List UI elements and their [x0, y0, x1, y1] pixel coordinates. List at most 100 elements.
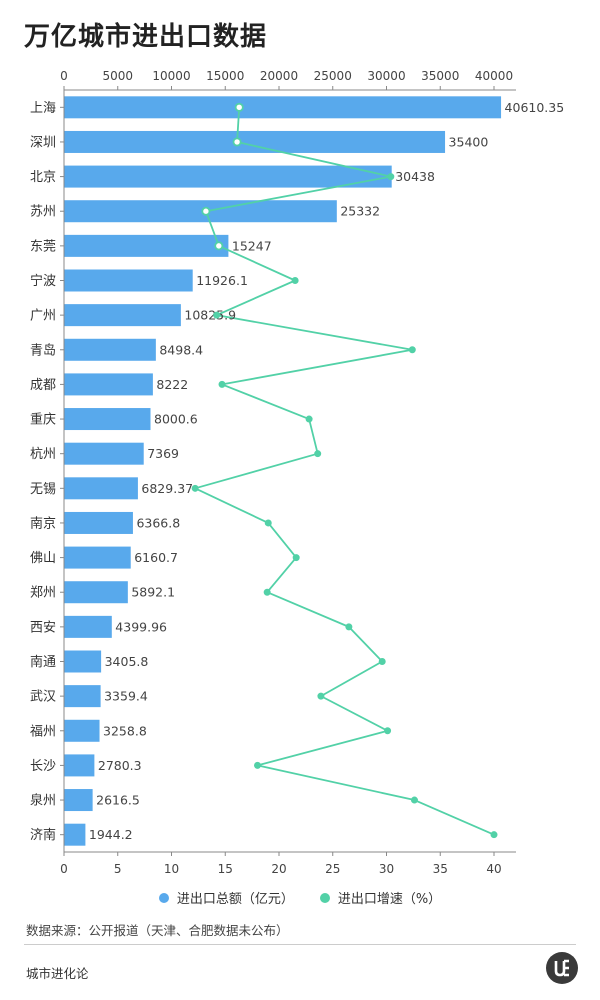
- growth-point: [291, 277, 299, 284]
- legend-line-label: 进出口增速（%）: [337, 892, 442, 907]
- bar-value-label: 8000.6: [154, 412, 198, 427]
- bar-value-label: 8222: [156, 377, 188, 392]
- bar-value-label: 8498.4: [159, 342, 203, 357]
- growth-point: [490, 831, 498, 839]
- bar: [64, 823, 86, 846]
- category-label: 济南: [30, 827, 56, 843]
- category-label: 重庆: [30, 412, 56, 428]
- bar: [64, 304, 181, 327]
- growth-point: [408, 346, 416, 354]
- top-axis-tick-label: 40000: [475, 69, 513, 83]
- category-label: 佛山: [30, 551, 56, 566]
- brand-name: 城市进化论: [26, 966, 89, 981]
- bar-value-label: 5892.1: [131, 585, 175, 600]
- growth-point: [213, 311, 221, 319]
- source-note: 数据来源：公开报道（天津、合肥数据未公布）: [26, 923, 289, 938]
- top-axis-tick-label: 30000: [367, 69, 405, 83]
- bar-value-label: 30438: [395, 169, 435, 184]
- bar: [64, 511, 133, 534]
- bar-value-label: 10825.9: [184, 308, 236, 323]
- bottom-axis-tick-label: 10: [164, 862, 179, 876]
- top-axis-tick-label: 15000: [206, 69, 244, 83]
- category-label: 青岛: [30, 342, 56, 358]
- bar-value-label: 25332: [340, 204, 380, 219]
- bar-value-label: 1944.2: [89, 827, 133, 842]
- bar-value-label: 3258.8: [103, 723, 147, 738]
- top-axis-tick-label: 35000: [421, 69, 459, 83]
- bar-value-label: 35400: [449, 134, 489, 149]
- legend-item-bar[interactable]: 进出口总额（亿元）: [158, 888, 294, 907]
- bottom-axis-tick-label: 25: [325, 862, 340, 876]
- bar-value-label: 4399.96: [115, 619, 167, 634]
- growth-point: [317, 692, 325, 700]
- growth-point: [387, 173, 395, 181]
- bar: [64, 581, 128, 604]
- bar: [64, 477, 138, 500]
- growth-point: [292, 554, 300, 562]
- bar-value-label: 6829.37: [141, 481, 193, 496]
- growth-point: [345, 623, 353, 631]
- category-label: 无锡: [30, 482, 56, 497]
- bar: [64, 338, 156, 361]
- bar: [64, 719, 100, 742]
- category-label: 郑州: [30, 586, 56, 601]
- bar-value-label: 3359.4: [104, 689, 148, 704]
- bar: [64, 234, 229, 257]
- category-label: 西安: [30, 620, 56, 635]
- growth-point: [214, 241, 224, 251]
- category-label: 南京: [30, 515, 56, 531]
- category-label: 广州: [30, 309, 56, 324]
- legend-item-line[interactable]: 进出口增速（%）: [319, 888, 442, 907]
- top-axis-tick-label: 10000: [152, 69, 190, 83]
- combo-chart: 0 5000 10000 15000 20000 25000 30000 35000 40000…: [30, 69, 565, 876]
- bottom-axis-tick-label: 35: [433, 862, 448, 876]
- growth-point: [234, 102, 244, 112]
- bar: [64, 130, 446, 153]
- category-label: 泉州: [30, 793, 56, 809]
- bar: [64, 754, 95, 777]
- top-axis-tick-label: 0: [60, 69, 68, 83]
- bottom-axis-tick-label: 0: [60, 862, 68, 876]
- bar: [64, 615, 112, 638]
- bar: [64, 269, 193, 292]
- bar: [64, 200, 337, 223]
- bottom-axis-tick-label: 40: [486, 862, 501, 876]
- growth-point: [314, 450, 322, 458]
- bar-value-label: 6160.7: [134, 550, 178, 565]
- growth-point: [218, 380, 226, 388]
- bottom-axis-tick-label: 5: [114, 862, 122, 876]
- brand-logo-icon: [546, 952, 578, 984]
- legend-bar-label: 进出口总额（亿元）: [176, 892, 294, 907]
- bar: [64, 650, 102, 673]
- bar-value-label: 3405.8: [105, 654, 149, 669]
- growth-point: [201, 206, 211, 216]
- bottom-axis-tick-label: 30: [379, 862, 394, 876]
- category-label: 深圳: [30, 135, 56, 150]
- category-label: 武汉: [30, 690, 56, 705]
- bar: [64, 789, 93, 812]
- growth-point: [263, 588, 271, 596]
- category-label: 上海: [30, 101, 56, 116]
- legend-line-swatch: [319, 892, 330, 903]
- growth-point: [254, 761, 261, 769]
- bar: [64, 546, 131, 569]
- bar: [64, 373, 153, 396]
- footer-divider: [24, 944, 576, 945]
- category-label: 成都: [30, 378, 56, 393]
- category-label: 杭州: [30, 447, 56, 462]
- bar-value-label: 40610.35: [505, 100, 565, 115]
- growth-point: [410, 796, 418, 804]
- bar-value-label: 11926.1: [196, 273, 248, 288]
- bar: [64, 165, 392, 188]
- category-label: 苏州: [30, 204, 56, 220]
- bar-value-label: 15247: [232, 238, 272, 253]
- growth-point: [191, 484, 199, 492]
- category-label: 南通: [30, 654, 56, 670]
- category-label: 东莞: [30, 239, 56, 254]
- growth-point: [305, 415, 313, 423]
- bottom-axis-tick-label: 15: [218, 862, 233, 876]
- bar-value-label: 6366.8: [136, 515, 180, 530]
- bar-value-label: 7369: [147, 446, 179, 461]
- bar-value-label: 2780.3: [98, 758, 142, 773]
- growth-point: [378, 658, 386, 665]
